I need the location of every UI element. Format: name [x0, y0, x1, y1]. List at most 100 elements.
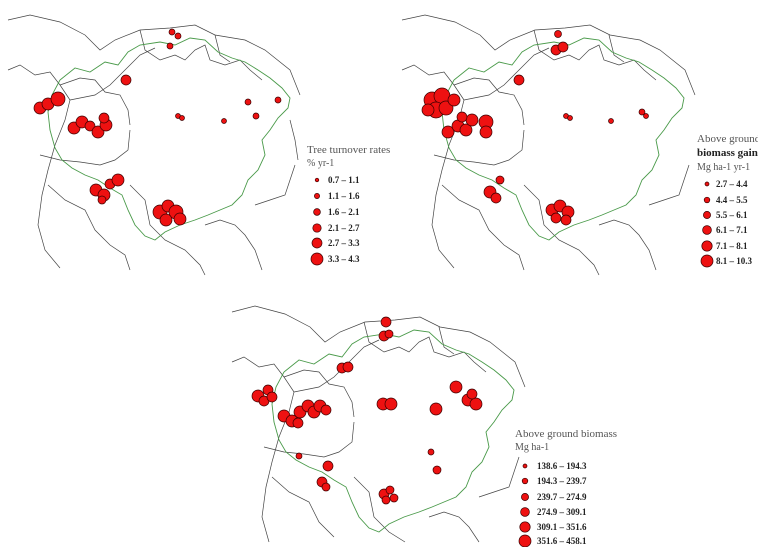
plot-marker: [447, 93, 461, 107]
plot-marker: [513, 74, 525, 86]
plot-marker: [380, 316, 392, 328]
plot-marker: [159, 213, 173, 227]
plot-marker: [292, 417, 304, 429]
legend-class-label: 274.9 – 309.1: [537, 507, 587, 517]
amazon-basin-outline: [271, 329, 515, 533]
legend-swatch: [519, 521, 531, 533]
plot-marker: [459, 123, 473, 137]
legend-swatch: [703, 196, 711, 204]
plot-marker: [441, 125, 455, 139]
plot-marker: [321, 482, 331, 492]
plot-marker: [389, 493, 399, 503]
plot-marker: [381, 495, 391, 505]
legend-class-label: 351.6 – 458.1: [537, 536, 587, 546]
legend-class-label: 1.6 – 2.1: [328, 207, 360, 217]
plot-marker: [643, 113, 649, 119]
plot-marker: [554, 30, 562, 38]
country-borders: [401, 14, 696, 276]
plot-marker: [567, 115, 573, 121]
plot-marker: [560, 214, 572, 226]
legend-title: Tree turnover rates: [307, 144, 390, 156]
legend-class-label: 5.5 – 6.1: [716, 210, 748, 220]
plot-marker: [50, 91, 66, 107]
legend-unit: % yr-1: [307, 158, 334, 169]
plot-marker: [274, 96, 282, 104]
legend-class-label: 7.1 – 8.1: [716, 241, 748, 251]
legend-swatch: [314, 193, 320, 199]
map-biomass: Above ground biomass Mg ha-1 138.6 – 194…: [231, 305, 617, 547]
legend-swatch: [700, 254, 714, 268]
plot-marker: [179, 115, 185, 121]
plot-marker: [432, 465, 442, 475]
legend-swatch: [521, 477, 529, 485]
plot-marker: [479, 125, 493, 139]
plot-marker: [465, 113, 479, 127]
plot-marker: [221, 118, 227, 124]
plot-marker: [98, 112, 110, 124]
legend-turnover: Tree turnover rates % yr-1 0.7 – 1.1 1.1…: [307, 144, 390, 266]
plot-marker: [557, 41, 569, 53]
country-borders: [231, 305, 526, 543]
legend-class-label: 2.7 – 3.3: [328, 238, 360, 248]
plot-marker: [421, 103, 435, 117]
legend-class-label: 309.1 – 351.6: [537, 522, 587, 532]
legend-title: Above ground: [697, 133, 758, 145]
plot-marker: [550, 212, 562, 224]
plot-markers: [421, 30, 649, 226]
legend-title-line2: biomass gain: [697, 147, 758, 159]
legend-class-label: 0.7 – 1.1: [328, 175, 360, 185]
legend-class-label: 2.7 – 4.4: [716, 179, 748, 189]
plot-marker: [490, 192, 502, 204]
plot-marker: [173, 212, 187, 226]
map-turnover: Tree turnover rates % yr-1 0.7 – 1.1 1.1…: [7, 14, 390, 276]
plot-marker: [320, 404, 332, 416]
legend-swatch: [704, 181, 710, 187]
legend-class-label: 2.1 – 2.7: [328, 223, 360, 233]
legend-unit: Mg ha-1 yr-1: [697, 162, 750, 173]
plot-markers: [251, 316, 483, 505]
plot-marker: [456, 111, 468, 123]
legend-swatch: [312, 223, 322, 233]
legend-swatch: [702, 225, 712, 235]
legend-unit: Mg ha-1: [515, 442, 549, 453]
plot-marker: [438, 100, 454, 116]
legend-class-label: 8.1 – 10.3: [716, 256, 753, 266]
legend-swatch: [520, 507, 530, 517]
plot-marker: [91, 125, 105, 139]
plot-marker: [295, 452, 303, 460]
legend-swatch: [313, 208, 321, 216]
plot-marker: [384, 397, 398, 411]
plot-marker: [166, 42, 174, 50]
plot-marker: [385, 485, 395, 495]
legend-biomass: Above ground biomass Mg ha-1 138.6 – 194…: [515, 428, 617, 547]
plot-marker: [449, 380, 463, 394]
plot-marker: [342, 361, 354, 373]
plot-marker: [120, 74, 132, 86]
plot-markers: [33, 28, 282, 227]
plot-marker: [84, 120, 96, 132]
plot-marker: [168, 28, 176, 36]
legend-swatch: [521, 493, 529, 501]
country-borders: [7, 14, 301, 276]
legend-class-label: 1.1 – 1.6: [328, 191, 360, 201]
plot-marker: [97, 195, 107, 205]
legend-swatch: [701, 240, 713, 252]
legend-swatch: [518, 534, 532, 547]
legend-swatch: [703, 211, 711, 219]
plot-marker: [427, 448, 435, 456]
legend-swatch: [310, 252, 324, 266]
plot-marker: [608, 118, 614, 124]
plot-marker: [495, 175, 505, 185]
legend-biomass-gain: Above ground biomass gain Mg ha-1 yr-1 2…: [697, 133, 758, 268]
plot-marker: [429, 402, 443, 416]
legend-class-label: 4.4 – 5.5: [716, 195, 748, 205]
plot-marker: [252, 112, 260, 120]
plot-marker: [111, 173, 125, 187]
plot-marker: [466, 388, 478, 400]
plot-marker: [174, 32, 182, 40]
plot-marker: [266, 391, 278, 403]
legend-swatch: [311, 237, 323, 249]
legend-title: Above ground biomass: [515, 428, 617, 440]
legend-class-label: 194.3 – 239.7: [537, 476, 587, 486]
